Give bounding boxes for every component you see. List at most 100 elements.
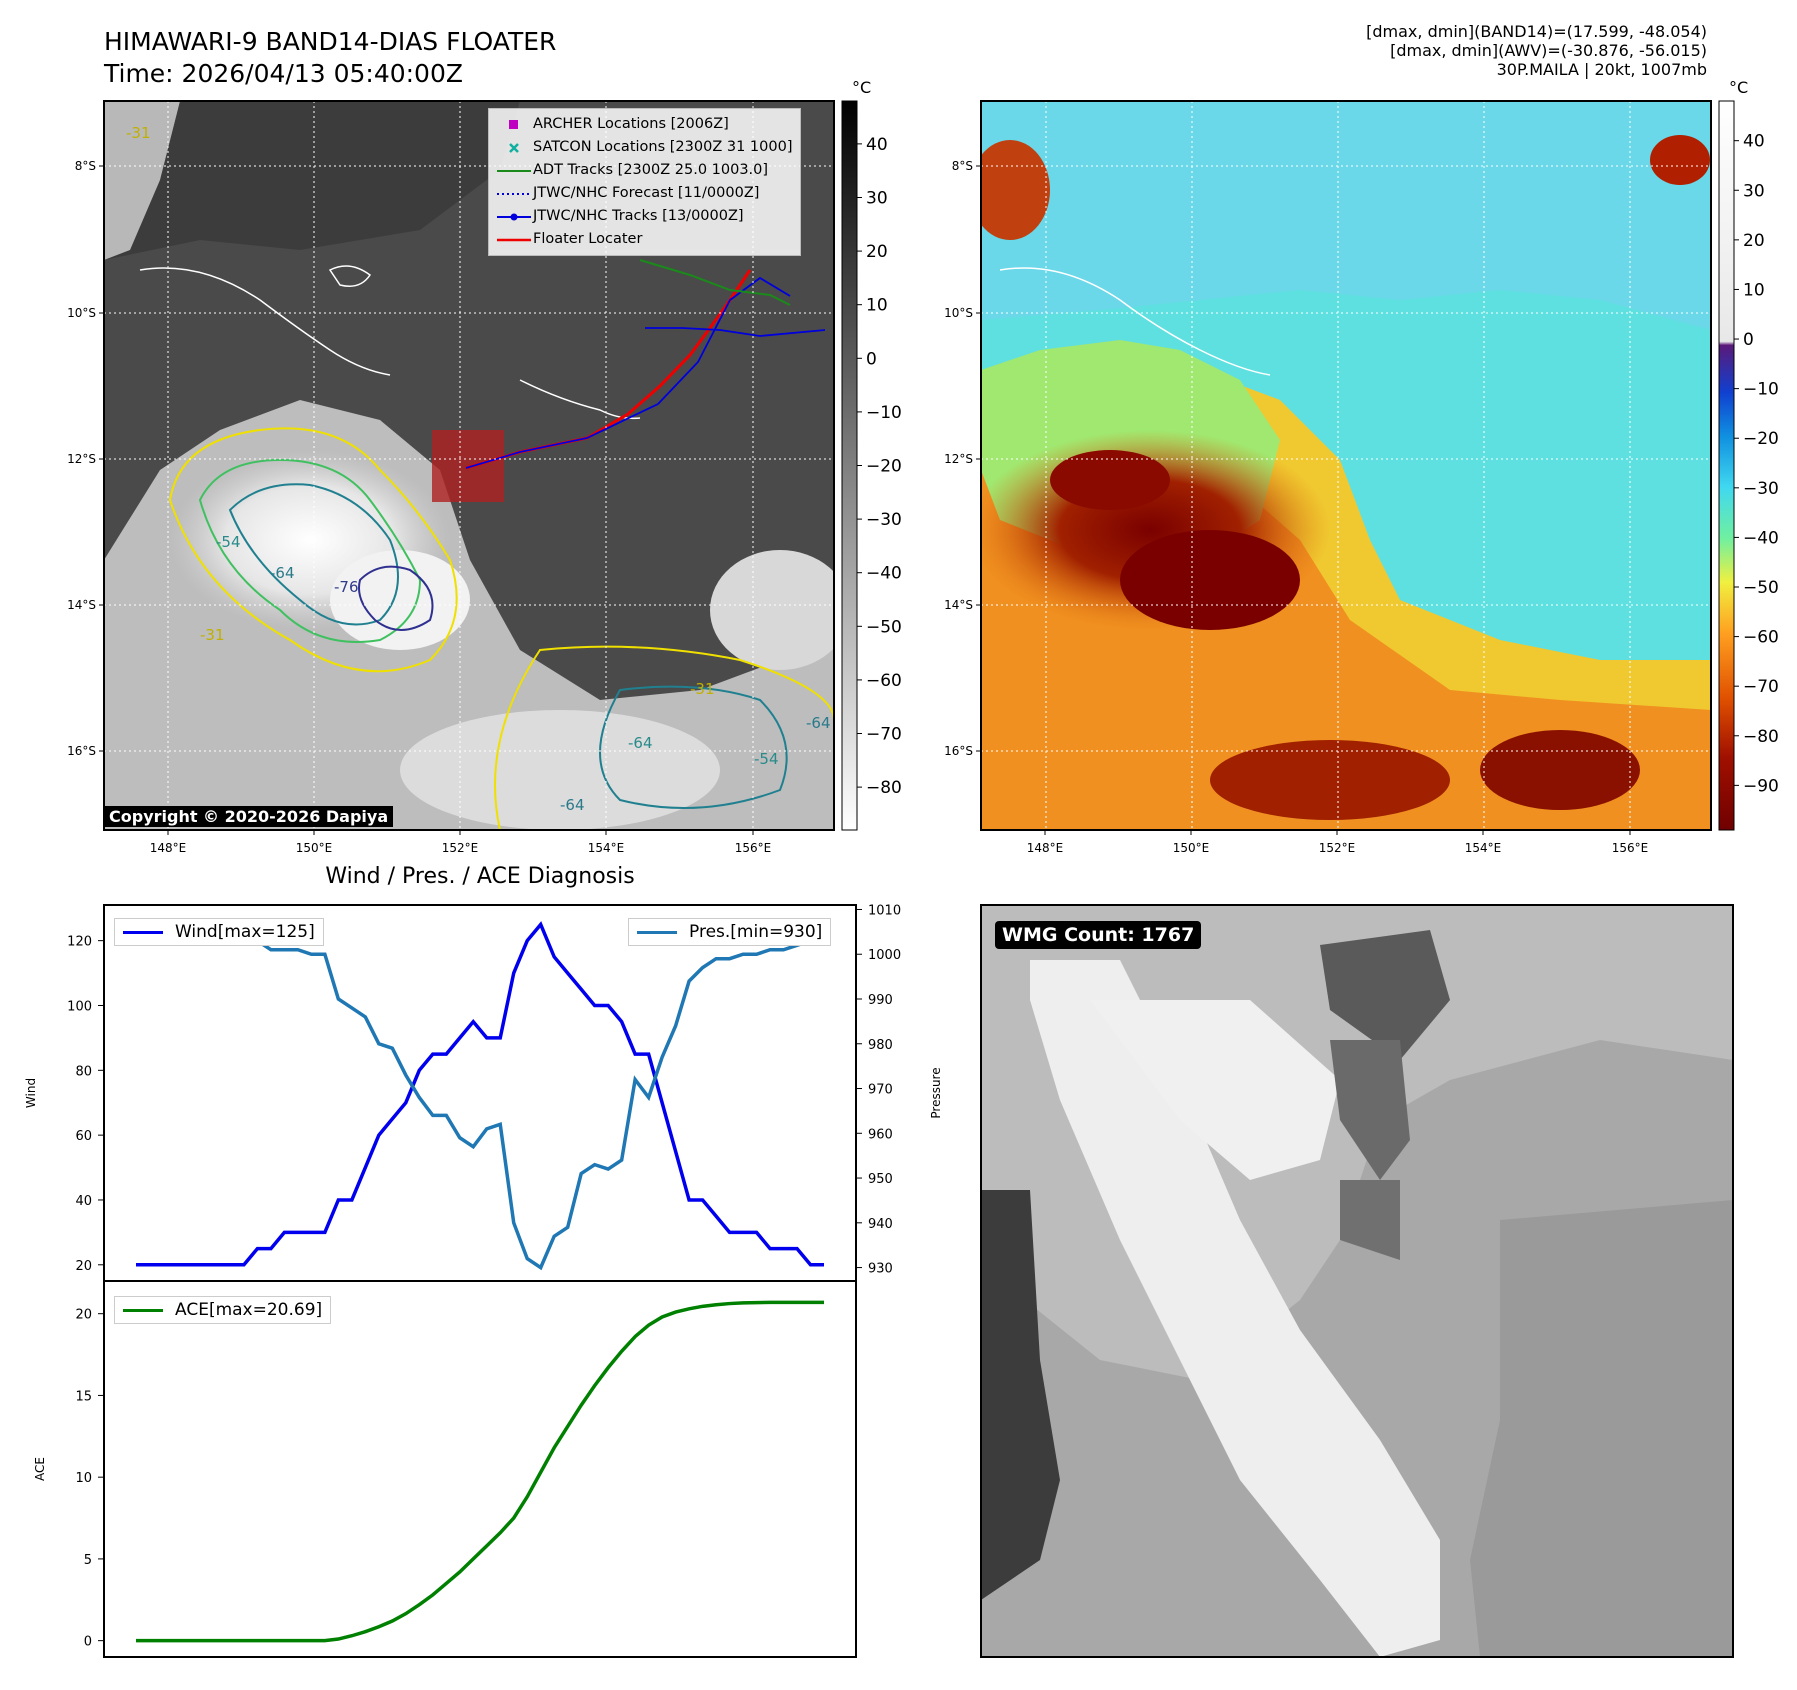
line-dot-marker-icon xyxy=(495,213,533,221)
wv-dark-ne xyxy=(1650,135,1710,185)
legend-label: JTWC/NHC Forecast [11/0000Z] xyxy=(533,185,760,201)
stats-block: [dmax, dmin](BAND14)=(17.599, -48.054) [… xyxy=(1366,22,1707,79)
wmg-dark-north xyxy=(1320,930,1450,1060)
y-tick-label: 10 xyxy=(75,1471,92,1486)
lat-tick-label: 10°S xyxy=(67,306,96,320)
colorbar-tick-label: 30 xyxy=(866,188,888,208)
y2-tick-label: 990 xyxy=(868,993,893,1008)
jtwc-track-2 xyxy=(645,327,826,337)
y-tick-label: 60 xyxy=(75,1129,92,1144)
ir-cloud-south xyxy=(400,710,720,830)
colorbar-tick-label: −80 xyxy=(1743,727,1779,747)
contour-label: -64 xyxy=(806,714,831,732)
title-line-1: HIMAWARI-9 BAND14-DIAS FLOATER xyxy=(104,27,557,56)
contour-south xyxy=(599,685,788,809)
colorbar-tick-label: −20 xyxy=(1743,429,1779,449)
y-tick-label: 20 xyxy=(75,1308,92,1323)
lon-tick-label: 150°E xyxy=(296,841,333,855)
colorbar-tick-label: 30 xyxy=(1743,181,1765,201)
y2-tick-label: 970 xyxy=(868,1083,893,1098)
adt-track xyxy=(639,259,791,306)
colorbar-tick-label: −50 xyxy=(1743,578,1779,598)
map-legend: ARCHER Locations [2006Z] SATCON Location… xyxy=(488,108,802,256)
line-marker-icon xyxy=(495,168,533,174)
wv-dark-southeast xyxy=(1480,730,1640,810)
legend-row-forecast: JTWC/NHC Forecast [11/0000Z] xyxy=(495,182,792,205)
y-tick-label: 15 xyxy=(75,1389,92,1404)
square-marker-icon xyxy=(495,119,533,130)
legend-row-tracks: JTWC/NHC Tracks [13/0000Z] xyxy=(495,205,792,228)
wind-ticks: 20 40 60 80 100 120 xyxy=(67,935,104,1274)
lat-tick-label: 16°S xyxy=(944,744,973,758)
colorbar-tick-label: 0 xyxy=(1743,330,1754,350)
wv-dark-core-2 xyxy=(1120,530,1300,630)
y2-tick-label: 980 xyxy=(868,1038,893,1053)
lon-tick-label: 148°E xyxy=(1027,841,1064,855)
y-tick-label: 5 xyxy=(84,1553,92,1568)
stats-line-3: 30P.MAILA | 20kt, 1007mb xyxy=(1496,60,1707,79)
lon-tick-label: 154°E xyxy=(588,841,625,855)
wv-moist-north xyxy=(981,101,1711,330)
wv-dark-nw xyxy=(981,140,1050,240)
y2-tick-label: 950 xyxy=(868,1172,893,1187)
legend-label: ADT Tracks [2300Z 25.0 1003.0] xyxy=(533,162,769,178)
figure-title: HIMAWARI-9 BAND14-DIAS FLOATER Time: 202… xyxy=(104,26,556,90)
contour-label: -31 xyxy=(126,124,151,142)
pressure-legend-label: Pres.[min=930] xyxy=(689,922,823,942)
y-tick-label: 20 xyxy=(75,1259,92,1274)
colorbar-tick-label: −40 xyxy=(866,564,902,584)
wv-gridlines xyxy=(981,101,1711,830)
colorbar-tick-label: 40 xyxy=(1743,132,1765,152)
ace-series-line xyxy=(136,1300,824,1643)
wind-pressure-axes xyxy=(103,904,857,1282)
lat-tick-label: 10°S xyxy=(944,306,973,320)
diagnosis-title: Wind / Pres. / ACE Diagnosis xyxy=(325,864,635,889)
contour-label: -64 xyxy=(628,734,653,752)
contour-minus31 xyxy=(168,427,458,673)
wind-legend-label: Wind[max=125] xyxy=(175,922,315,942)
legend-row-satcon: SATCON Locations [2300Z 31 1000] xyxy=(495,136,792,159)
stats-line-2: [dmax, dmin](AWV)=(-30.876, -56.015) xyxy=(1390,41,1707,60)
colorbar-tick-label: −10 xyxy=(866,403,902,423)
wv-colorbar xyxy=(1718,100,1735,831)
coastline-island-2 xyxy=(519,379,641,420)
colorbar-tick-label: −60 xyxy=(866,671,902,691)
contour-label: -54 xyxy=(216,533,241,551)
contour-label: -31 xyxy=(200,626,225,644)
wmg-gray-east xyxy=(1470,1200,1733,1657)
lat-tick-label: 8°S xyxy=(952,159,973,173)
ir-contour-labels: -31 -54 -64 -76 -31 -31 -64 -54 -64 -64 xyxy=(126,124,831,814)
wv-frame xyxy=(980,100,1712,831)
colorbar-tick-label: −80 xyxy=(866,778,902,798)
pressure-axis-label: Pressure xyxy=(929,1067,943,1118)
y2-tick-label: 940 xyxy=(868,1217,893,1232)
colorbar-tick-label: −90 xyxy=(1743,776,1779,796)
pressure-swatch xyxy=(637,930,677,934)
legend-label: SATCON Locations [2300Z 31 1000] xyxy=(533,139,793,155)
colorbar-tick-label: −60 xyxy=(1743,628,1779,648)
contour-south-yellow xyxy=(494,645,834,830)
pressure-legend: Pres.[min=930] xyxy=(628,918,832,946)
colorbar-tick-label: −50 xyxy=(866,617,902,637)
pressure-ticks: 930 940 950 960 970 980 990 1000 1010 xyxy=(856,903,901,1277)
wind-swatch xyxy=(123,930,163,934)
ir-dark-region xyxy=(104,101,520,260)
lon-tick-label: 156°E xyxy=(1612,841,1649,855)
lat-tick-label: 8°S xyxy=(75,159,96,173)
wv-satellite-panel xyxy=(981,101,1711,830)
colorbar-tick-label: −40 xyxy=(1743,528,1779,548)
stats-line-1: [dmax, dmin](BAND14)=(17.599, -48.054) xyxy=(1366,22,1707,41)
wmg-dark-mid-2 xyxy=(1340,1180,1400,1260)
coastline-island-1 xyxy=(328,265,372,287)
ace-legend-label: ACE[max=20.69] xyxy=(175,1300,323,1320)
ir-frame xyxy=(103,100,835,831)
lon-tick-label: 154°E xyxy=(1465,841,1502,855)
y-tick-label: 120 xyxy=(67,935,92,950)
colorbar-tick-label: 10 xyxy=(866,296,888,316)
lon-tick-label: 152°E xyxy=(1319,841,1356,855)
ir-colorbar-unit: °C xyxy=(852,78,871,97)
lon-tick-label: 152°E xyxy=(442,841,479,855)
legend-row-adt: ADT Tracks [2300Z 25.0 1003.0] xyxy=(495,159,792,182)
wmg-frame xyxy=(980,904,1734,1658)
